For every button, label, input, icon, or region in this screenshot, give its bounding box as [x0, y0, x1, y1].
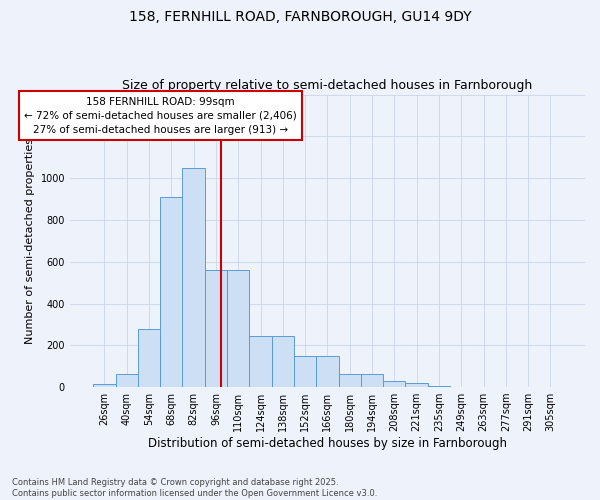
Text: Contains HM Land Registry data © Crown copyright and database right 2025.
Contai: Contains HM Land Registry data © Crown c…: [12, 478, 377, 498]
Bar: [227, 270, 250, 387]
Bar: [383, 381, 406, 387]
Bar: [272, 336, 294, 387]
Bar: [316, 356, 338, 387]
Bar: [93, 384, 116, 387]
Title: Size of property relative to semi-detached houses in Farnborough: Size of property relative to semi-detach…: [122, 79, 533, 92]
Text: 158, FERNHILL ROAD, FARNBOROUGH, GU14 9DY: 158, FERNHILL ROAD, FARNBOROUGH, GU14 9D…: [128, 10, 472, 24]
Bar: [160, 197, 182, 387]
Bar: [250, 336, 272, 387]
X-axis label: Distribution of semi-detached houses by size in Farnborough: Distribution of semi-detached houses by …: [148, 437, 507, 450]
Bar: [361, 374, 383, 387]
Y-axis label: Number of semi-detached properties: Number of semi-detached properties: [25, 138, 35, 344]
Bar: [182, 168, 205, 387]
Bar: [205, 270, 227, 387]
Bar: [338, 374, 361, 387]
Bar: [138, 328, 160, 387]
Bar: [428, 386, 450, 387]
Text: 158 FERNHILL ROAD: 99sqm
← 72% of semi-detached houses are smaller (2,406)
27% o: 158 FERNHILL ROAD: 99sqm ← 72% of semi-d…: [24, 96, 296, 134]
Bar: [294, 356, 316, 387]
Bar: [406, 383, 428, 387]
Bar: [116, 374, 138, 387]
